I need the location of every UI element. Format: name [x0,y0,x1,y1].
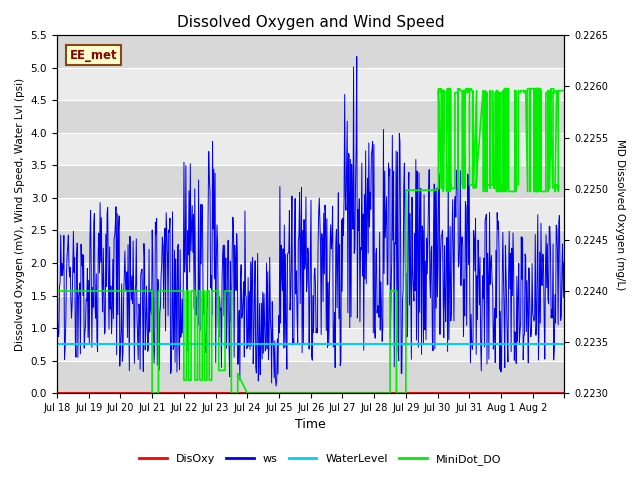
Text: EE_met: EE_met [70,48,117,61]
Bar [57,100,564,133]
Bar [57,230,564,263]
Bar [57,360,564,393]
Title: Dissolved Oxygen and Wind Speed: Dissolved Oxygen and Wind Speed [177,15,445,30]
Bar [57,198,564,230]
Bar [57,296,564,328]
Bar [57,328,564,360]
Bar [57,68,564,100]
Bar [57,166,564,198]
Y-axis label: Dissolved Oxygen (mV), Wind Speed, Water Lvl (psi): Dissolved Oxygen (mV), Wind Speed, Water… [15,78,25,351]
Bar [57,36,564,68]
X-axis label: Time: Time [295,419,326,432]
Bar [57,133,564,166]
Bar [57,263,564,296]
Y-axis label: MD Dissolved Oxygen (mg/L): MD Dissolved Oxygen (mg/L) [615,139,625,290]
Legend: DisOxy, ws, WaterLevel, MiniDot_DO: DisOxy, ws, WaterLevel, MiniDot_DO [134,450,506,469]
